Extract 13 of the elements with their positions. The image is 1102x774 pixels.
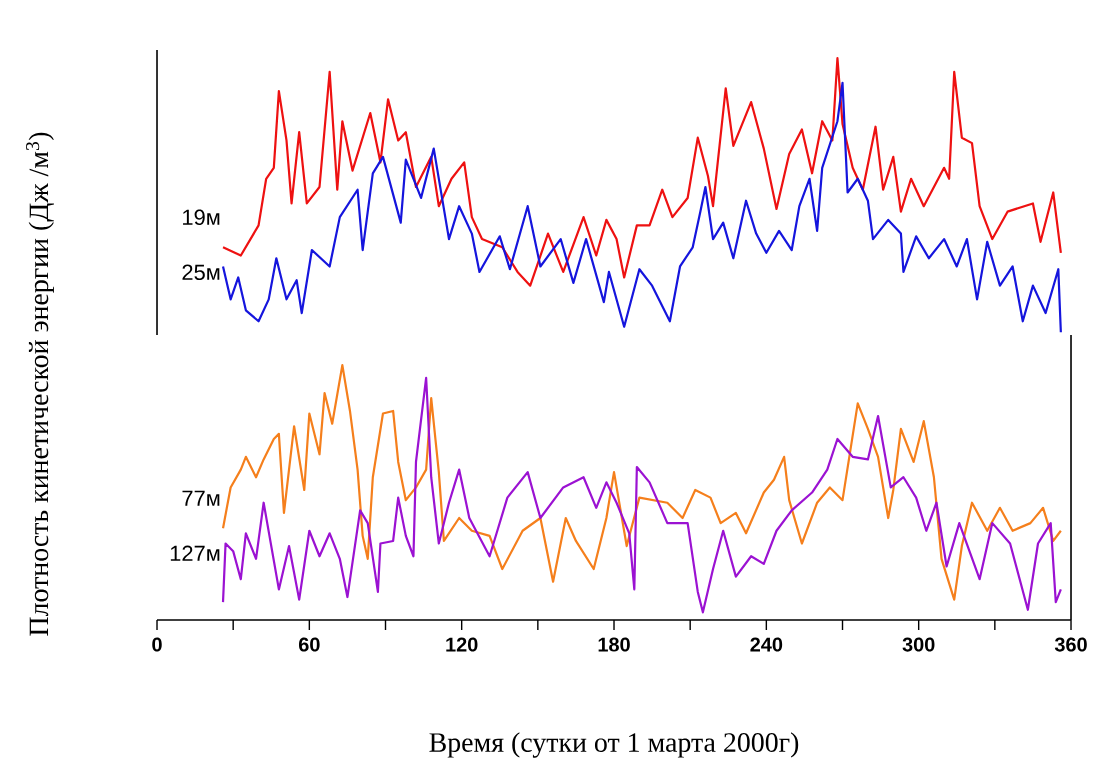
x-tick-label: 180 bbox=[598, 637, 630, 652]
x-tick-label: 120 bbox=[446, 637, 478, 652]
x-tick-label: 60 bbox=[299, 637, 320, 652]
x-tick-label: 300 bbox=[902, 637, 935, 652]
series-label: 25м bbox=[182, 264, 220, 281]
series-label: 19м bbox=[183, 209, 220, 226]
x-tick-label: 0 bbox=[152, 637, 162, 652]
x-tick-label: 360 bbox=[1054, 637, 1087, 652]
series-label: 77м bbox=[182, 490, 220, 506]
x-tick-label: 240 bbox=[750, 637, 783, 652]
series-label: 127м bbox=[170, 545, 220, 561]
x-axis-title: Время (сутки от 1 марта 2000г) bbox=[429, 732, 799, 758]
y-axis-title: Плотность кинетической энергии (Дж /м$^{3}$) bbox=[26, 132, 54, 636]
